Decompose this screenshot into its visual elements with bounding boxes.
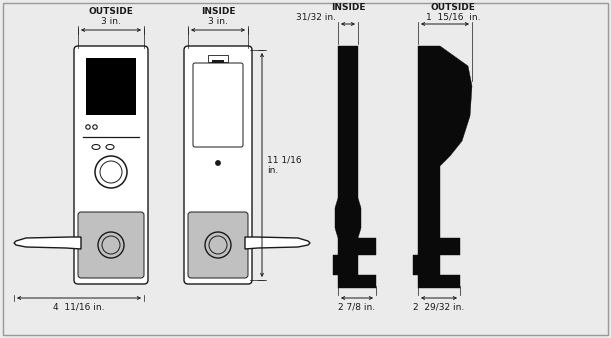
Text: OUTSIDE: OUTSIDE xyxy=(89,7,133,16)
FancyBboxPatch shape xyxy=(74,46,148,284)
Text: 1  15/16  in.: 1 15/16 in. xyxy=(426,13,480,22)
Bar xyxy=(208,55,228,62)
Polygon shape xyxy=(14,237,81,249)
Polygon shape xyxy=(413,46,472,288)
Bar xyxy=(86,58,136,115)
Bar xyxy=(212,60,224,64)
Circle shape xyxy=(216,161,220,165)
Text: INSIDE: INSIDE xyxy=(331,3,365,12)
Text: INSIDE: INSIDE xyxy=(201,7,235,16)
FancyBboxPatch shape xyxy=(78,212,144,278)
Text: 3 in.: 3 in. xyxy=(208,17,228,26)
Text: 4  11/16 in.: 4 11/16 in. xyxy=(53,302,104,311)
Text: 2 7/8 in.: 2 7/8 in. xyxy=(338,302,376,311)
Text: 3 in.: 3 in. xyxy=(101,17,121,26)
FancyBboxPatch shape xyxy=(184,46,252,284)
FancyBboxPatch shape xyxy=(188,212,248,278)
FancyBboxPatch shape xyxy=(193,63,243,147)
Text: OUTSIDE: OUTSIDE xyxy=(431,3,475,12)
Text: 11 1/16
in.: 11 1/16 in. xyxy=(267,155,302,175)
Text: 2  29/32 in.: 2 29/32 in. xyxy=(414,302,464,311)
Text: 31/32 in.: 31/32 in. xyxy=(296,13,336,22)
Polygon shape xyxy=(333,46,376,288)
Polygon shape xyxy=(245,237,310,249)
